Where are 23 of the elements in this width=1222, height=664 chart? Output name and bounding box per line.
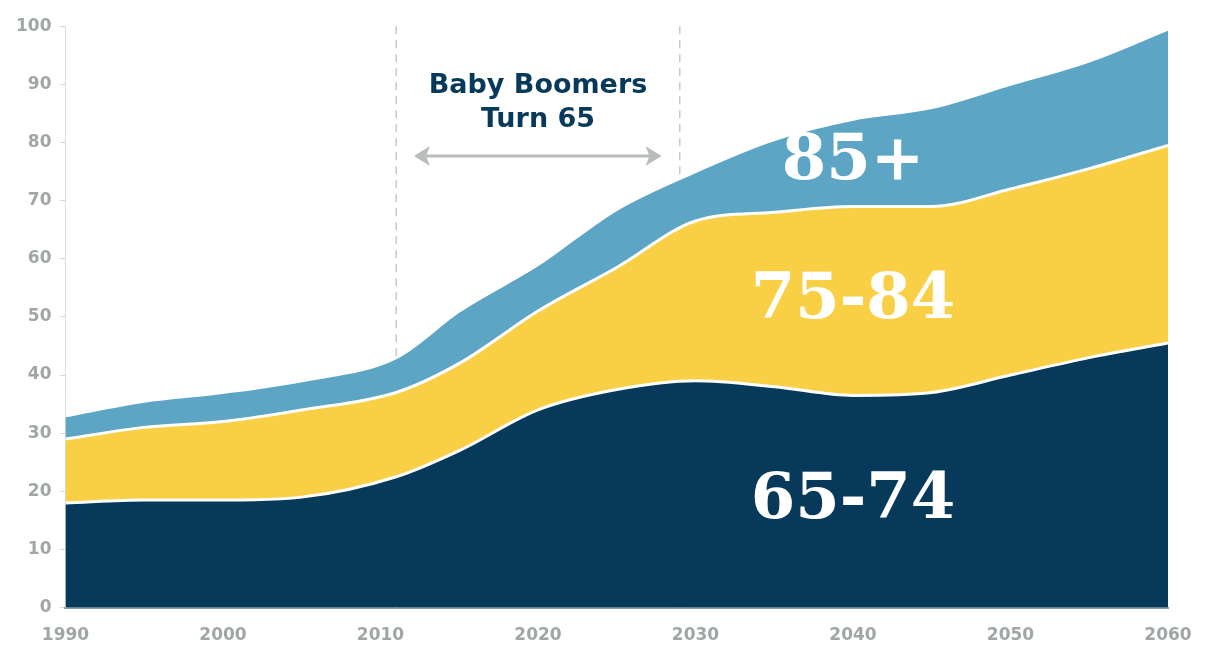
y-tick-label: 0 bbox=[39, 596, 52, 617]
x-tick-label: 2000 bbox=[199, 624, 247, 645]
y-tick-label: 60 bbox=[27, 247, 52, 268]
x-tick-label: 2050 bbox=[986, 624, 1035, 645]
x-tick-label: 1990 bbox=[41, 624, 90, 645]
y-tick-label: 20 bbox=[27, 479, 52, 500]
y-tick-label: 30 bbox=[27, 421, 52, 442]
y-tick-label: 40 bbox=[27, 363, 52, 384]
x-tick-label: 2040 bbox=[829, 624, 877, 645]
y-tick-label: 100 bbox=[15, 14, 52, 35]
y-tick-label: 50 bbox=[27, 305, 52, 326]
y-tick-label: 90 bbox=[27, 72, 52, 93]
x-tick-label: 2010 bbox=[356, 624, 405, 645]
y-tick-label: 70 bbox=[27, 189, 52, 210]
x-tick-label: 2020 bbox=[514, 624, 562, 645]
series-label: 85+ bbox=[781, 119, 925, 195]
y-tick-label: 10 bbox=[27, 537, 52, 558]
y-tick-label: 80 bbox=[27, 130, 52, 151]
x-tick-label: 2060 bbox=[1144, 624, 1192, 645]
annotation: Baby Boomers Turn 65 bbox=[428, 68, 648, 134]
x-tick-label: 2030 bbox=[671, 624, 720, 645]
series-label: 65-74 bbox=[750, 458, 956, 534]
series-label: 75-84 bbox=[750, 257, 956, 333]
